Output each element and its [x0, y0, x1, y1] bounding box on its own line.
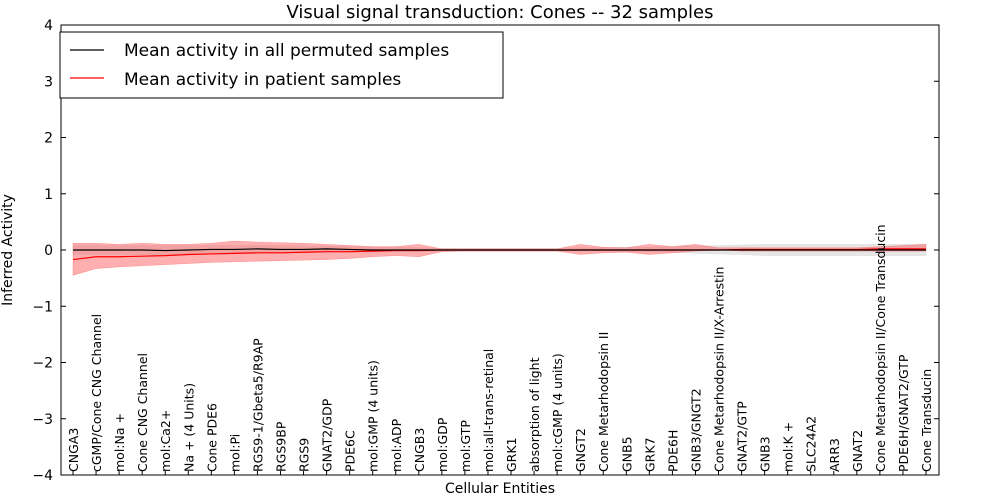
x-tick-label: GNB3/GNGT2 — [688, 388, 703, 472]
y-tick-label: −2 — [32, 356, 53, 372]
x-tick-label: mol:Na + — [112, 413, 127, 472]
x-tick-label: ARR3 — [827, 438, 842, 472]
x-tick-label: GRK1 — [504, 437, 519, 472]
y-axis: −4 −3 −2 −1 0 1 2 3 4 — [32, 18, 939, 484]
x-tick-label: Cone Transducin — [919, 369, 934, 472]
y-tick-label: −1 — [32, 299, 53, 315]
x-tick-label: GNB3 — [758, 436, 773, 472]
x-tick-label: Cone CNG Channel — [135, 353, 150, 472]
chart-title: Visual signal transduction: Cones -- 32 … — [286, 2, 713, 23]
series-lines — [72, 248, 926, 261]
y-tick-label: −3 — [32, 412, 53, 428]
x-tick-label: mol:GDP — [435, 417, 450, 472]
x-tick-label: CNGA3 — [66, 428, 81, 472]
x-tick-label: RGS9-1/Gbeta5/R9AP — [250, 338, 265, 472]
x-tick-label: PDE6H/GNAT2/GTP — [896, 354, 911, 472]
x-tick-label: SLC24A2 — [804, 416, 819, 472]
x-tick-label: mol:ADP — [389, 418, 404, 472]
legend-label-patient: Mean activity in patient samples — [124, 70, 401, 90]
x-tick-label: GNAT2/GDP — [320, 398, 335, 472]
legend-box — [59, 31, 504, 99]
y-tick-label: 1 — [44, 187, 53, 203]
x-tick-label: Cone Metarhodopsin II/X-Arrestin — [712, 267, 727, 472]
x-tick-label: Cone PDE6 — [204, 403, 219, 472]
confidence-bands — [72, 240, 927, 276]
x-tick-label: RGS9BP — [273, 421, 288, 472]
x-tick-label: PDE6H — [665, 430, 680, 472]
x-tick-label: Cone Metarhodopsin II — [596, 332, 611, 472]
x-tick-label: GNGT2 — [573, 428, 588, 472]
x-tick-label: mol:GTP — [458, 420, 473, 472]
x-tick-label: Na + (4 Units) — [181, 383, 196, 472]
x-tick-label: mol:all-trans-retinal — [481, 349, 496, 472]
x-tick-label: RGS9 — [297, 438, 312, 472]
line-permuted — [73, 248, 926, 252]
x-tick-label: mol:cGMP (4 units) — [550, 353, 565, 472]
legend-label-permuted: Mean activity in all permuted samples — [124, 41, 449, 61]
x-tick-label: GNAT2 — [850, 430, 865, 472]
y-tick-label: 0 — [44, 243, 53, 259]
x-tick-label: GNB5 — [619, 436, 634, 472]
x-tick-label: mol:GMP (4 units) — [366, 360, 381, 472]
x-tick-label: mol:Ca2+ — [158, 410, 173, 472]
x-tick-label: cGMP/Cone CNG Channel — [89, 314, 104, 472]
x-axis-tick-labels: CNGA3 cGMP/Cone CNG Channel mol:Na + Cone C… — [66, 224, 934, 475]
y-tick-label: 3 — [44, 74, 53, 90]
x-tick-label: PDE6C — [343, 430, 358, 472]
x-tick-label: absorption of light — [527, 357, 542, 472]
x-tick-label: mol:Pi — [227, 434, 242, 472]
x-tick-label: mol:K + — [781, 422, 796, 472]
y-tick-label: 4 — [44, 18, 53, 34]
legend: Mean activity in all permuted samples Me… — [59, 31, 504, 99]
y-tick-label: −4 — [32, 468, 53, 484]
x-axis-label: Cellular Entities — [445, 481, 555, 497]
x-tick-label: GNAT2/GTP — [735, 401, 750, 472]
x-tick-label: Cone Metarhodopsin II/Cone Transducin — [873, 224, 888, 472]
x-tick-label: GRK7 — [642, 437, 657, 472]
y-axis-label: Inferred Activity — [0, 194, 16, 306]
x-tick-label: CNGB3 — [412, 428, 427, 472]
y-tick-label: 2 — [44, 131, 53, 147]
